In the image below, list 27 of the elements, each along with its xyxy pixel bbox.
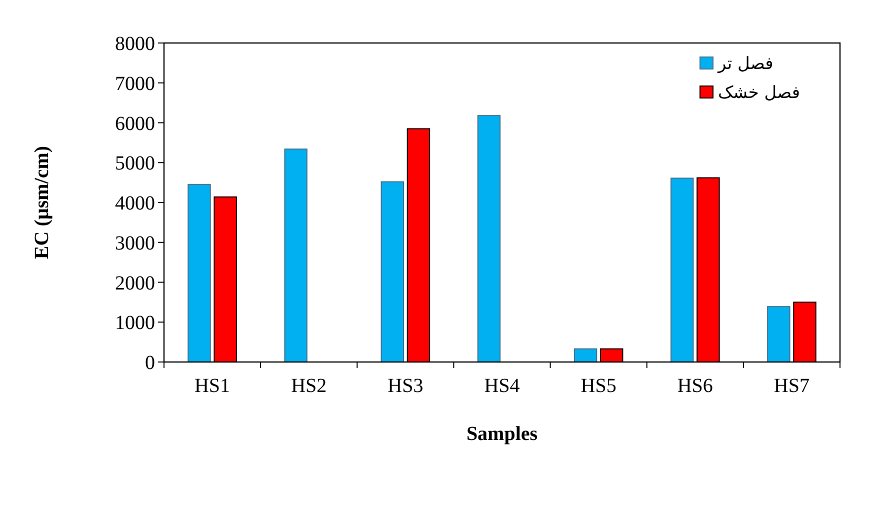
x-tick-label: HS2 bbox=[291, 375, 327, 397]
y-tick-label: 7000 bbox=[115, 72, 155, 95]
legend-label: فصل خشک bbox=[718, 83, 800, 103]
bar bbox=[188, 184, 211, 362]
x-axis-title: Samples bbox=[466, 423, 538, 445]
x-tick-label: HS7 bbox=[774, 375, 810, 397]
y-tick-label: 5000 bbox=[115, 152, 155, 175]
y-tick-label: 2000 bbox=[115, 272, 155, 294]
x-tick-label: HS5 bbox=[580, 375, 616, 397]
bar bbox=[670, 178, 694, 362]
y-tick-label: 0 bbox=[145, 352, 155, 374]
y-tick-label: 4000 bbox=[115, 192, 155, 214]
bar bbox=[477, 115, 501, 362]
bar bbox=[284, 148, 308, 362]
y-axis-title: EC (µsm/cm) bbox=[31, 146, 53, 260]
bar bbox=[767, 306, 790, 362]
y-tick-label: 3000 bbox=[115, 232, 155, 254]
x-tick-label: HS1 bbox=[194, 375, 230, 397]
legend-label: فصل تر bbox=[717, 54, 774, 74]
y-tick-label: 8000 bbox=[115, 33, 155, 55]
x-tick-label: HS6 bbox=[677, 375, 713, 397]
bar bbox=[380, 181, 404, 362]
bar bbox=[574, 348, 598, 362]
x-tick-label: HS4 bbox=[484, 375, 520, 397]
x-tick-label: HS3 bbox=[388, 375, 424, 397]
y-tick-label: 1000 bbox=[115, 312, 155, 334]
y-tick-label: 6000 bbox=[115, 112, 155, 135]
